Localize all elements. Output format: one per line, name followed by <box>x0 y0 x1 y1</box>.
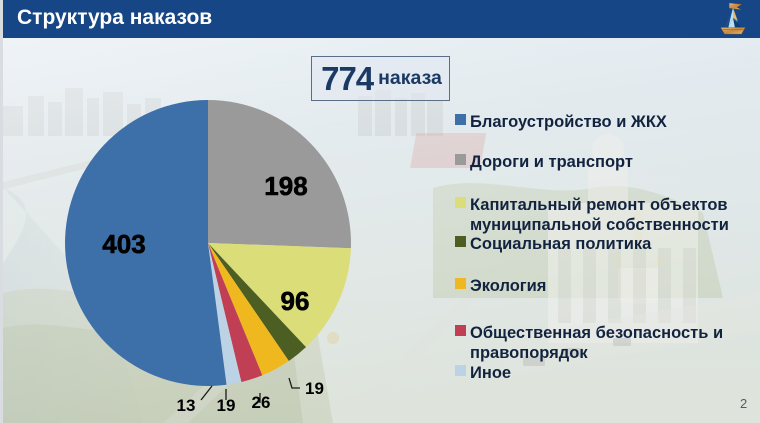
svg-text:19: 19 <box>217 396 236 415</box>
svg-text:198: 198 <box>264 171 307 201</box>
svg-text:26: 26 <box>252 393 271 412</box>
svg-text:403: 403 <box>102 229 145 259</box>
svg-text:19: 19 <box>305 379 324 398</box>
svg-text:13: 13 <box>177 396 196 415</box>
svg-text:96: 96 <box>281 286 310 316</box>
